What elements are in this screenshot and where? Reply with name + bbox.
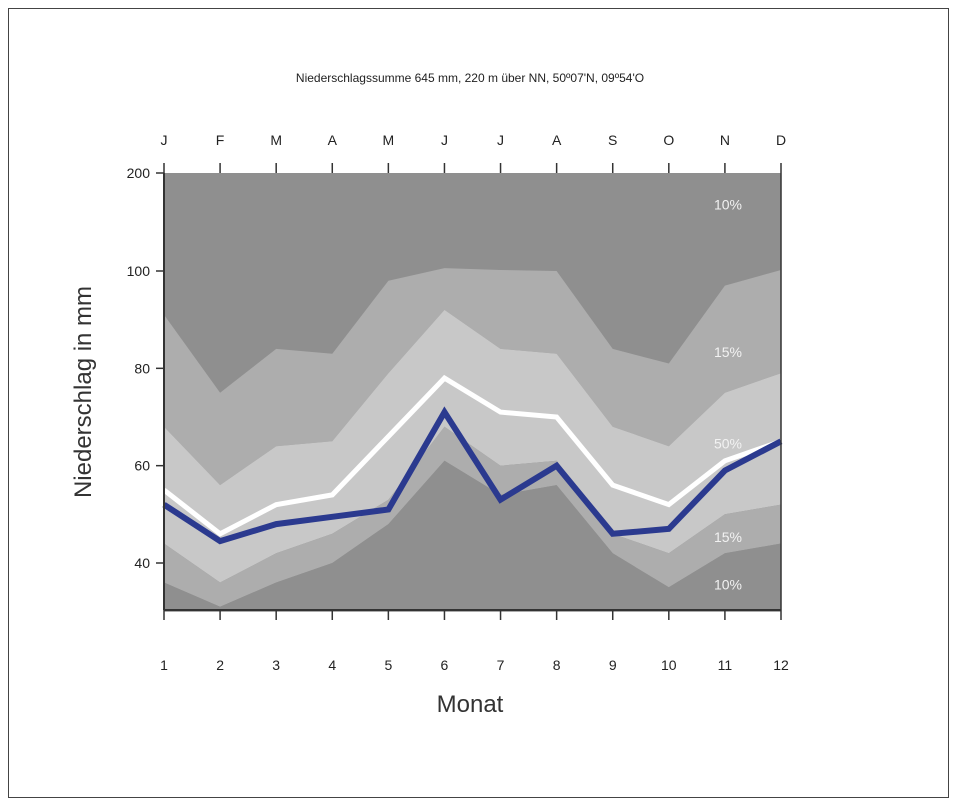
month-letter: O [663,132,674,148]
y-tick-label: 40 [134,555,150,571]
month-letter: A [552,132,562,148]
x-ticks: 1 2 3 4 5 6 7 8 9 10 11 12 [160,163,789,673]
band-label: 15% [714,344,742,360]
month-letter: N [720,132,730,148]
x-tick-label: 4 [328,657,336,673]
band-upper-15 [164,268,781,486]
month-letter: F [216,132,225,148]
x-tick-label: 7 [497,657,505,673]
band-lower-15 [164,426,781,607]
band-labels: 10% 15% 50% 15% 10% [714,196,742,592]
x-axis-title: Monat [437,691,504,718]
x-tick-label: 12 [773,657,789,673]
x-tick-label: 2 [216,657,224,673]
y-tick-label: 80 [134,360,150,376]
x-tick-label: 10 [661,657,677,673]
plot-area [162,173,783,612]
median-line [162,374,782,537]
y-ticks: 200 100 80 60 40 [127,165,164,571]
chart-title: Niederschlagssumme 645 mm, 220 m über NN… [296,71,644,85]
month-letter: S [608,132,617,148]
month-letter: J [161,132,168,148]
x-tick-label: 9 [609,657,617,673]
band-label: 10% [714,577,742,593]
band-label: 50% [714,436,742,452]
x-tick-label: 1 [160,657,168,673]
chart-frame [8,8,949,798]
month-letter: M [270,132,282,148]
band-label: 15% [714,529,742,545]
x-tick-label: 3 [272,657,280,673]
axes [163,173,782,611]
band-label: 10% [714,196,742,212]
y-tick-label: 200 [127,165,151,181]
series-line [162,406,783,545]
y-tick-label: 100 [127,263,151,279]
x-tick-label: 5 [384,657,392,673]
month-letter: J [497,132,504,148]
band-upper-10 [164,173,781,393]
month-letter: M [383,132,395,148]
month-letter: D [776,132,786,148]
month-letter: A [328,132,338,148]
y-axis-title: Niederschlag in mm [70,286,97,498]
x-tick-label: 8 [553,657,561,673]
y-tick-label: 60 [134,458,150,474]
band-lower-10 [164,460,781,612]
x-tick-label: 11 [718,657,733,673]
month-letter: J [441,132,448,148]
x-tick-label: 6 [441,657,449,673]
